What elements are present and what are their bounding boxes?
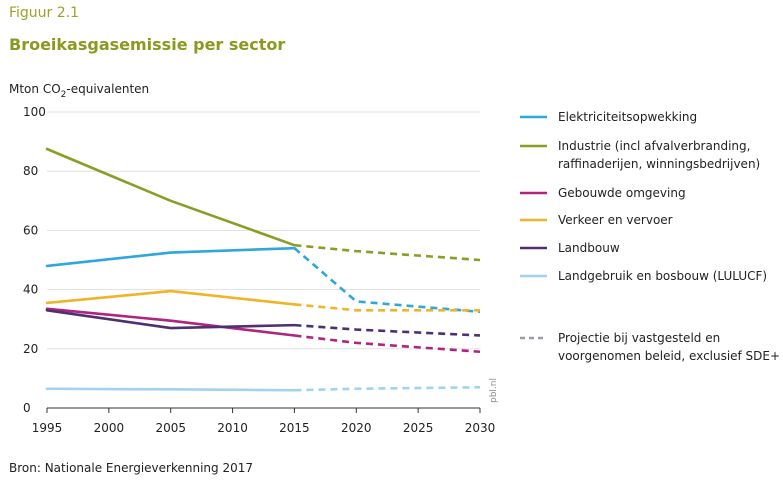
legend-label: Industrie (incl afvalverbranding,: [558, 139, 750, 153]
series-line: [45, 307, 296, 337]
x-tick-label: 1995: [32, 421, 63, 435]
figure-label: Figuur 2.1: [9, 5, 80, 21]
y-axis-label-sub: 2: [61, 90, 67, 100]
y-axis-label-main: Mton CO: [9, 82, 61, 96]
grid-lines: [47, 111, 480, 350]
series-projection-line: [294, 303, 480, 312]
x-tick-label: 2025: [403, 421, 434, 435]
watermark: pbl.nl: [489, 378, 499, 403]
figure-title: Broeikasgasemissie per sector: [9, 35, 286, 54]
series-line: [45, 246, 296, 268]
y-tick-label: 60: [23, 223, 38, 237]
legend-projection-label: Projectie bij vastgesteld en: [558, 331, 720, 345]
x-tick-label: 2030: [465, 421, 496, 435]
legend-label: Verkeer en vervoer: [558, 213, 673, 227]
series-line: [45, 289, 296, 306]
y-axis-label-tail: -equivalenten: [66, 82, 149, 96]
legend-label: Gebouwde omgeving: [558, 186, 686, 200]
y-tick-label: 20: [23, 342, 38, 356]
x-tick-label: 2020: [341, 421, 372, 435]
axes: 0 20 40 60 80 100 1995 2000 2005 2010 2015 2020 2025…: [23, 105, 495, 435]
series-line: [45, 309, 296, 330]
legend: Elektriciteitsopwekking Industrie (incl a…: [520, 110, 780, 363]
x-tick-label: 2005: [155, 421, 186, 435]
x-tick-label: 2015: [279, 421, 310, 435]
y-tick-label: 0: [23, 401, 31, 415]
series-line: [45, 387, 296, 392]
x-tick-label: 2010: [217, 421, 248, 435]
x-tick-label: 2000: [94, 421, 125, 435]
source-note: Bron: Nationale Energieverkenning 2017: [9, 461, 253, 475]
legend-projection-label-line2: voorgenomen beleid, exclusief SDE+: [558, 349, 780, 363]
series-projection-line: [294, 385, 481, 392]
series-projection-line: [294, 334, 481, 354]
legend-label: Landbouw: [558, 241, 620, 255]
y-tick-label: 40: [23, 283, 38, 297]
legend-label-line2: raffinaderijen, winningsbedrijven): [558, 157, 760, 171]
series-line: [45, 147, 296, 247]
y-tick-label: 80: [23, 164, 38, 178]
series-projection-line: [293, 247, 481, 314]
series-projection-line: [294, 243, 481, 262]
legend-label: Landgebruik en bosbouw (LULUCF): [558, 269, 767, 283]
y-tick-label: 100: [23, 105, 46, 119]
y-axis-label: Mton CO2-equivalenten: [9, 82, 149, 100]
series-lines: [45, 147, 481, 392]
legend-label: Elektriciteitsopwekking: [558, 110, 697, 124]
series-projection-line: [294, 323, 481, 337]
